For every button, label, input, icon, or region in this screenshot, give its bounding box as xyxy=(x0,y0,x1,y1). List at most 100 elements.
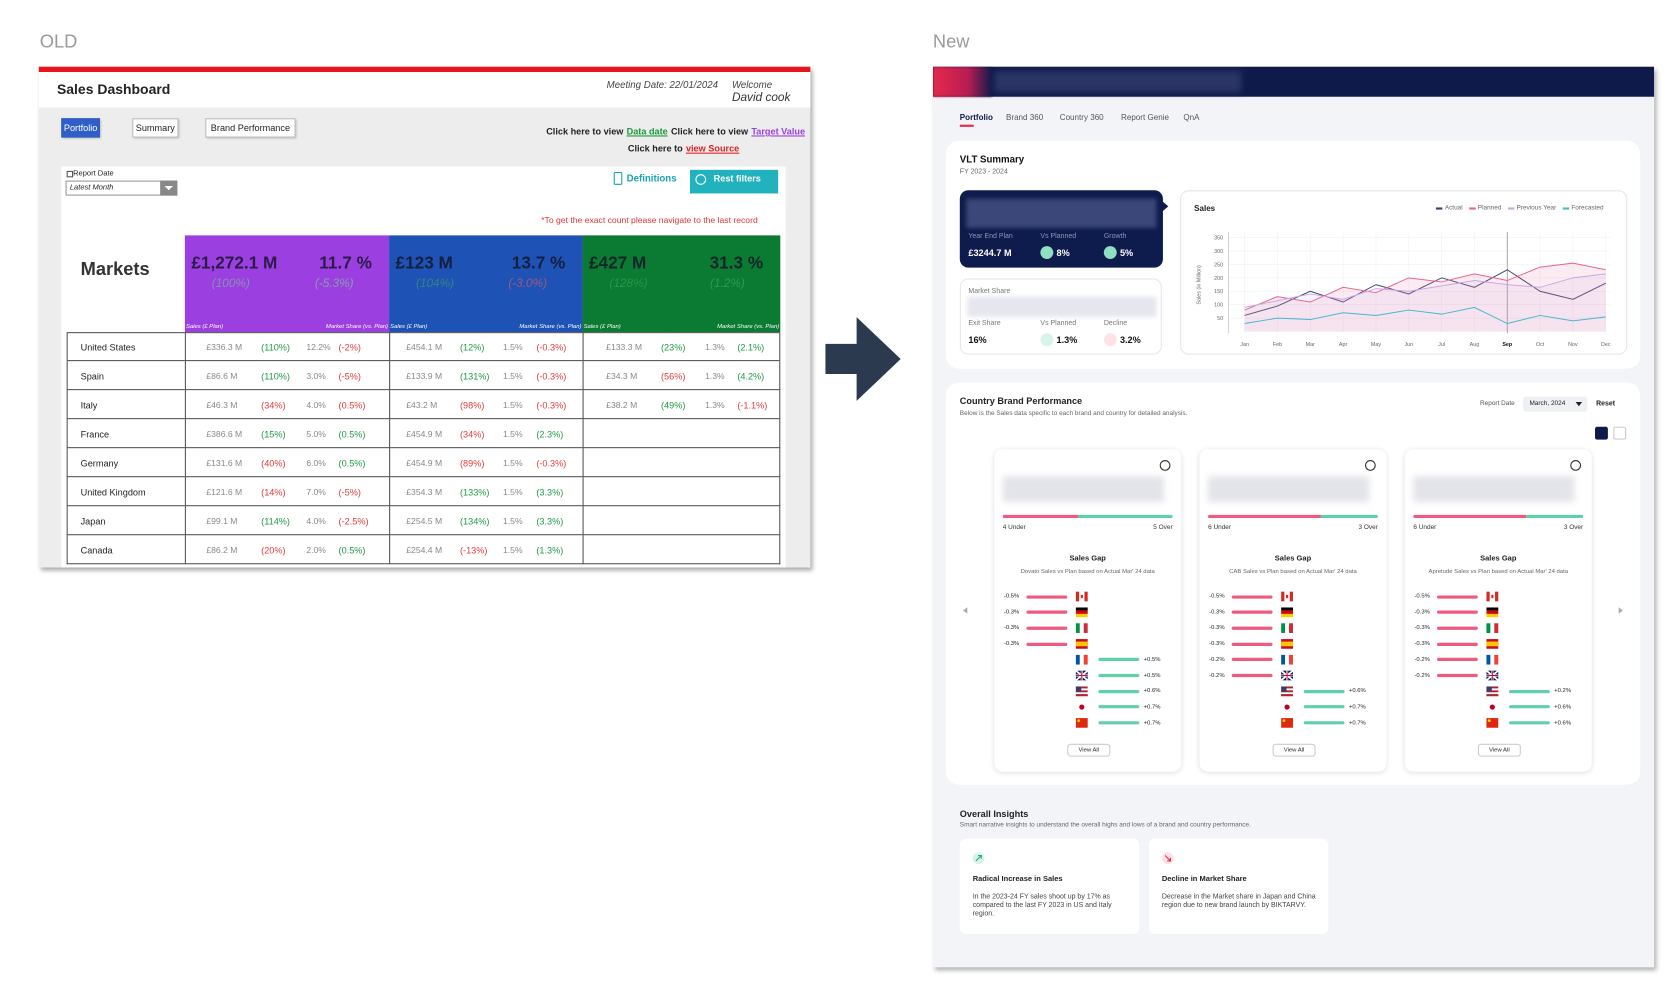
insight-title: Radical Increase in Sales xyxy=(972,875,1063,883)
share-value: 1.5% xyxy=(503,370,523,381)
nav-tab[interactable]: Country 360 xyxy=(1059,112,1104,122)
link[interactable]: Data date xyxy=(626,125,668,137)
share-value: 12.2% xyxy=(306,341,331,352)
nav-tab[interactable]: QnA xyxy=(1183,112,1200,122)
view-all-button[interactable]: View All xyxy=(1067,743,1111,757)
chart-card xyxy=(1180,190,1628,355)
kpi-sales-sub: (100%) xyxy=(211,277,250,291)
top-accent xyxy=(38,66,811,73)
section-title: Country Brand Performance xyxy=(959,395,1083,407)
table-row xyxy=(66,332,781,362)
blurred-sales xyxy=(966,198,1157,228)
country: Spain xyxy=(80,370,104,382)
insights-description: Smart narrative insights to understand t… xyxy=(959,822,1251,829)
share-vs-plan: (0.5%) xyxy=(338,457,366,469)
old-dashboard: Sales Dashboard Meeting Date: 22/01/2024 W… xyxy=(38,66,811,568)
column-divider xyxy=(389,332,391,362)
next-arrow[interactable] xyxy=(1618,607,1623,614)
section-label: New xyxy=(932,31,970,52)
sales-card-pointer xyxy=(1160,199,1169,213)
gap-bar-negative xyxy=(1231,658,1273,662)
view-all-button[interactable]: View All xyxy=(1477,743,1521,757)
column-divider xyxy=(389,390,391,420)
share-vs-plan: (2.1%) xyxy=(737,341,765,352)
gap-label: -0.5% xyxy=(1003,593,1020,600)
section-description: Below is the Sales data specific to each… xyxy=(959,410,1188,418)
under-bar xyxy=(1208,514,1322,519)
reset-filters-button[interactable] xyxy=(690,169,779,194)
link-line: Click here to view Data date Click here to… xyxy=(430,125,805,138)
reset-button[interactable]: Reset xyxy=(1596,400,1616,408)
select-arrow xyxy=(164,185,174,191)
sales-vs-plan: (34%) xyxy=(460,428,485,440)
share-vs-plan: (-5%) xyxy=(338,486,361,498)
column-divider xyxy=(582,506,584,536)
gap-bar-negative xyxy=(1231,626,1273,630)
column-divider xyxy=(184,361,186,391)
report-date-label: Report Date xyxy=(73,170,114,178)
legend-label: Actual xyxy=(1444,205,1463,212)
prev-arrow[interactable] xyxy=(963,607,968,614)
tab[interactable]: Brand Performance xyxy=(205,118,296,138)
under-count: 4 Under xyxy=(1002,524,1026,531)
link[interactable]: Target Value xyxy=(751,125,806,137)
sales-value: £86.2 M xyxy=(206,544,238,555)
insight-title: Decline in Market Share xyxy=(1161,875,1247,883)
gap-label: -0.3% xyxy=(1003,609,1020,616)
share-value: 1.5% xyxy=(503,486,523,497)
kpi-sales-header: Sales (£ Plan) xyxy=(390,323,428,330)
gap-bar-negative xyxy=(1026,642,1068,646)
tab[interactable]: Portfolio xyxy=(61,118,100,138)
tab[interactable]: Summary xyxy=(132,118,179,138)
share-vs-plan: (-1.1%) xyxy=(737,399,768,411)
blurred-share xyxy=(967,296,1157,318)
sales-value: £43.2 M xyxy=(406,399,438,410)
legend-item: Planned xyxy=(1469,205,1501,212)
grid-view-toggle[interactable] xyxy=(1595,426,1608,440)
country: Japan xyxy=(80,515,106,527)
gap-bar-negative xyxy=(1231,610,1273,614)
view-all-button[interactable]: View All xyxy=(1272,743,1316,757)
gap-bar-positive xyxy=(1098,721,1140,725)
over-count: 5 Over xyxy=(1153,524,1173,531)
column-divider xyxy=(389,477,391,507)
nav-tab[interactable]: Brand 360 xyxy=(1006,112,1044,122)
share-value: 1.3% xyxy=(705,399,725,410)
column-divider xyxy=(389,419,391,449)
kpi-share: 13.7 % xyxy=(511,254,566,273)
list-view-toggle[interactable] xyxy=(1613,426,1627,440)
link[interactable]: view Source xyxy=(685,142,740,154)
vlt-period: FY 2023 - 2024 xyxy=(959,168,1008,176)
table-row xyxy=(66,419,781,449)
share-value: 1.5% xyxy=(503,399,523,410)
legend-label: Forecasted xyxy=(1571,205,1604,212)
sales-vs-plan: (34%) xyxy=(261,399,286,411)
share-kpi-value: 3.2% xyxy=(1119,334,1141,346)
kpi-share-header: Market Share (vs. Plan) xyxy=(717,323,780,330)
column-divider xyxy=(582,390,584,420)
gap-label: +0.6% xyxy=(1348,688,1366,695)
trend-up-icon xyxy=(1103,246,1117,260)
sales-value: £254.4 M xyxy=(406,544,443,555)
sales-vs-plan: (-13%) xyxy=(460,544,488,556)
nav-tab[interactable]: Portfolio xyxy=(959,112,993,122)
legend-swatch xyxy=(1562,207,1570,210)
sales-vs-plan: (15%) xyxy=(261,428,286,440)
nav-tab[interactable]: Report Genie xyxy=(1121,112,1169,122)
share-value: 1.3% xyxy=(705,370,725,381)
gap-bar-negative xyxy=(1231,673,1273,678)
share-value: 1.5% xyxy=(503,544,523,555)
sales-vs-plan: (98%) xyxy=(460,399,485,411)
over-bar xyxy=(1526,514,1584,519)
sales-vs-plan: (110%) xyxy=(261,370,290,382)
sales-value: £34.3 M xyxy=(606,370,638,381)
definitions-button: Definitions xyxy=(626,173,677,184)
report-date-select[interactable] xyxy=(1522,396,1588,412)
over-count: 3 Over xyxy=(1563,524,1584,531)
share-value: 1.5% xyxy=(503,428,523,439)
legend-swatch xyxy=(1507,207,1515,210)
definitions-icon[interactable] xyxy=(613,171,623,185)
nav-active-underline xyxy=(959,124,974,127)
sales-vs-plan: (114%) xyxy=(261,515,290,527)
sales-kpi-value: 8% xyxy=(1056,247,1070,258)
